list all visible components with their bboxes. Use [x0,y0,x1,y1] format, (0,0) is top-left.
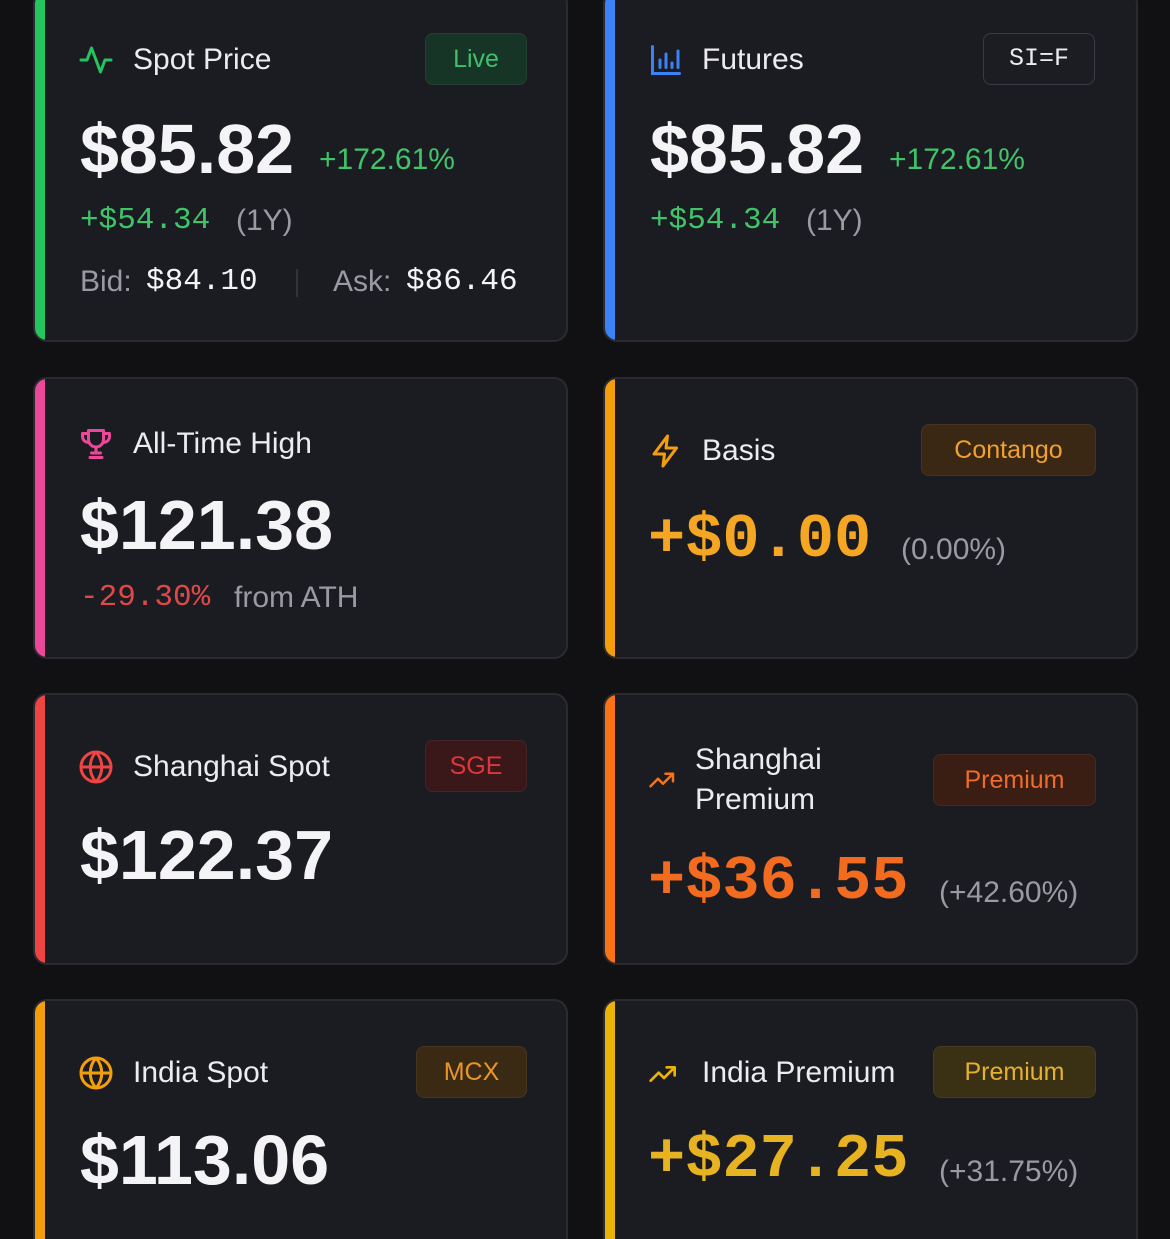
globe-icon [79,750,113,784]
accent-bar [35,0,45,340]
bolt-icon [652,434,678,468]
badge: Contango [921,424,1096,476]
badge: Premium [933,1046,1096,1098]
price: $85.82 [650,110,865,188]
accent-bar [35,379,45,657]
change-percent: (0.00%) [901,533,1007,566]
bid-value: $84.10 [146,264,258,299]
spot-price-card: Spot Price Live $85.82 +172.61% +$54.34 … [33,0,568,342]
badge: SI=F [983,33,1095,85]
price: +$27.25 [648,1124,909,1195]
badge: SGE [425,740,527,792]
change-amount: +$54.34 [650,203,781,238]
change-amount: +$54.34 [80,203,211,238]
shanghai-premium-card: Shanghai Premium Premium +$36.55 (+42.60… [603,693,1138,965]
india-premium-card: India Premium Premium +$27.25 (+31.75%) [603,999,1138,1239]
divider [296,269,298,297]
ath-card: All-Time High $121.38 -29.30% from ATH [33,377,568,659]
note: from ATH [234,581,359,614]
card-title: India Spot [133,1056,269,1089]
badge: Live [425,33,527,85]
period: (1Y) [236,204,293,237]
badge: MCX [416,1046,527,1098]
trophy-icon [81,429,111,459]
futures-card: Futures SI=F $85.82 +172.61% +$54.34 (1Y… [603,0,1138,342]
price: $121.38 [80,486,334,564]
card-title: Shanghai Premium [695,743,822,816]
bid-label: Bid: [80,265,132,298]
india-spot-card: India Spot MCX $113.06 [33,999,568,1239]
accent-bar [605,0,615,340]
globe-icon [79,1056,113,1090]
accent-bar [605,379,615,657]
change-percent: (+42.60%) [939,876,1079,909]
change-percent: (+31.75%) [939,1155,1079,1188]
badge: Premium [933,754,1096,806]
shanghai-spot-card: Shanghai Spot SGE $122.37 [33,693,568,965]
basis-card: Basis Contango +$0.00 (0.00%) [603,377,1138,659]
price: +$36.55 [648,846,909,917]
trend-icon [649,1066,676,1082]
ask-value: $86.46 [406,264,518,299]
price: +$0.00 [648,504,872,575]
accent-bar [605,1001,615,1239]
trend-icon [649,772,675,788]
price: $113.06 [80,1121,330,1199]
accent-bar [35,1001,45,1239]
accent-bar [35,695,45,963]
card-title: Futures [702,43,804,76]
chart-icon [651,45,681,75]
card-title: Spot Price [133,43,272,76]
price: $85.82 [80,110,295,188]
card-title: All-Time High [133,427,312,460]
card-title: India Premium [702,1056,896,1089]
change-percent: +172.61% [889,143,1025,176]
activity-icon [79,46,113,74]
ask-label: Ask: [333,265,392,298]
change-percent: +172.61% [319,143,455,176]
period: (1Y) [806,204,863,237]
card-title: Shanghai Spot [133,750,330,783]
change-percent: -29.30% [80,580,211,615]
card-title: Basis [702,434,776,467]
accent-bar [605,695,615,963]
price: $122.37 [80,816,334,894]
